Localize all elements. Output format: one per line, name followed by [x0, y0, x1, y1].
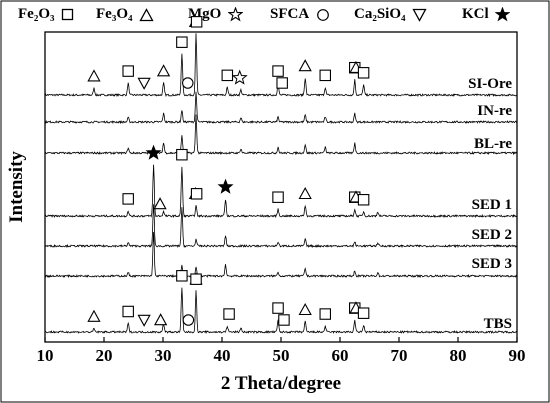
fe2o3-square-marker — [276, 77, 288, 89]
fe3o4-triangle-marker — [298, 59, 312, 72]
fe2o3-square-marker — [278, 314, 290, 326]
series-line — [44, 33, 518, 98]
series-line — [44, 204, 518, 249]
fe2o3-square-marker — [221, 69, 234, 82]
x-tick-label: 10 — [37, 346, 54, 365]
series-tbs: TBS — [44, 270, 518, 335]
series-line — [44, 91, 517, 125]
fe2o3-square-marker — [319, 308, 331, 320]
fe3o4-triangle-marker — [298, 302, 312, 316]
fe3o4-triangle-marker — [154, 313, 168, 326]
star-open-marker-icon — [228, 7, 244, 22]
fe2o3-square-marker — [176, 270, 188, 282]
sfca-circle-marker — [182, 77, 194, 89]
series-group: SI-Ore IN-re BL-re SED 1 SED 2 SED 3 TBS — [44, 14, 518, 335]
fe2o3-square-marker — [176, 36, 188, 48]
fe3o4-triangle-marker — [87, 309, 101, 322]
series-line — [44, 231, 518, 279]
chart-legend: Fe₂O₃ Fe₃O₄ MgO SFCA Ca₂SiO₄ KCl — [12, 4, 542, 28]
x-tick-label: 80 — [450, 346, 467, 365]
fe2o3-square-marker — [272, 65, 284, 77]
series-line — [44, 114, 518, 156]
x-tick-label: 70 — [391, 346, 408, 365]
legend-label: SFCA — [270, 6, 310, 23]
fe2o3-square-marker — [357, 307, 370, 319]
triangle-down-marker-icon — [412, 8, 427, 22]
mgo-star-marker — [231, 69, 248, 85]
ca2sio4-triangle-down-marker — [137, 314, 151, 327]
fe2o3-square-marker — [223, 308, 235, 320]
fe3o4-triangle-marker — [298, 186, 312, 200]
series-label: BL-re — [474, 136, 512, 152]
series-label: SED 1 — [472, 197, 512, 213]
series-label: SI-Ore — [468, 76, 512, 92]
legend-label: KCl — [462, 6, 489, 23]
star-filled-marker-icon — [495, 7, 511, 22]
series-in-re: IN-re — [44, 91, 517, 125]
legend-label: Fe₂O₃ — [18, 6, 55, 23]
legend-item-kcl: KCl — [462, 6, 511, 23]
fe2o3-square-marker — [272, 302, 284, 314]
legend-label: Ca₂SiO₄ — [354, 6, 406, 23]
x-tick-label: 30 — [155, 346, 172, 365]
ca2sio4-triangle-down-marker — [137, 77, 151, 90]
series-bl-re: BL-re — [44, 114, 518, 156]
fe2o3-square-marker — [190, 273, 202, 285]
fe2o3-square-marker — [357, 194, 370, 206]
fe2o3-square-marker — [319, 69, 331, 82]
x-tick-label: 40 — [214, 346, 231, 365]
fe2o3-square-marker — [357, 67, 370, 79]
fe2o3-square-marker — [190, 188, 203, 200]
series-line — [44, 287, 518, 335]
y-axis-label: Intensity — [6, 151, 27, 223]
fe2o3-square-marker — [122, 193, 134, 205]
series-label: SED 3 — [472, 256, 512, 272]
fe2o3-square-marker — [122, 65, 134, 77]
legend-label: Fe₃O₄ — [96, 6, 133, 23]
series-sed-1: SED 1 — [44, 144, 518, 219]
fe2o3-square-marker — [176, 148, 188, 161]
kcl-star-marker — [217, 178, 234, 194]
triangle-marker-icon — [139, 7, 154, 21]
x-tick-label: 50 — [273, 346, 290, 365]
fe2o3-square-marker — [122, 305, 134, 318]
fe3o4-triangle-marker — [153, 197, 167, 210]
series-label: IN-re — [477, 103, 512, 119]
square-marker-icon — [62, 8, 74, 21]
sfca-circle-marker — [182, 314, 195, 326]
x-axis-ticks: 10 20 30 40 50 60 70 80 90 — [37, 337, 526, 365]
legend-item-fe2o3: Fe₂O₃ — [18, 6, 74, 23]
kcl-star-marker — [145, 144, 162, 160]
fe3o4-triangle-marker — [156, 64, 171, 77]
legend-item-sfca: SFCA — [270, 6, 330, 23]
x-tick-label: 60 — [332, 346, 349, 365]
fe2o3-square-marker — [190, 16, 203, 28]
fe2o3-square-marker — [272, 191, 284, 203]
series-line — [44, 164, 518, 219]
legend-item-ca2sio4: Ca₂SiO₄ — [354, 6, 427, 23]
series-si-ore: SI-Ore — [44, 14, 518, 98]
series-sed-3: SED 3 — [44, 231, 518, 279]
x-tick-label: 20 — [96, 346, 113, 365]
fe3o4-triangle-marker — [87, 69, 101, 82]
circle-marker-icon — [317, 8, 329, 21]
series-label: TBS — [484, 316, 512, 332]
series-sed-2: SED 2 — [44, 204, 518, 249]
x-axis-label: 2 Theta/degree — [221, 373, 341, 394]
legend-item-fe3o4: Fe₃O₄ — [96, 6, 154, 23]
series-label: SED 2 — [472, 227, 512, 243]
x-tick-label: 90 — [509, 346, 526, 365]
